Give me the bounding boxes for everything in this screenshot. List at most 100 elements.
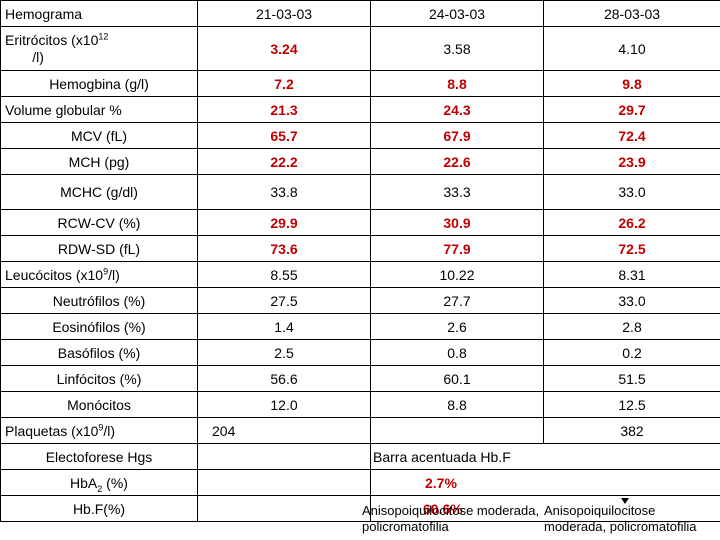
value-volume-3: 29.7 xyxy=(543,96,720,123)
value-monocitos-1: 12.0 xyxy=(197,391,371,418)
cursor-mark-icon xyxy=(621,498,629,504)
label-plaquetas: Plaquetas (x109/l) xyxy=(0,417,198,444)
value-mchc-1: 33.8 xyxy=(197,174,371,210)
header-date-2: 24-03-03 xyxy=(370,0,544,27)
value-electroforese-empty xyxy=(197,443,371,470)
label-volume: Volume globular % xyxy=(0,96,198,123)
value-mcv-3: 72.4 xyxy=(543,122,720,149)
row-basofilos: Basófilos (%) 2.5 0.8 0.2 xyxy=(0,339,720,366)
row-monocitos: Monócitos 12.0 8.8 12.5 xyxy=(0,391,720,418)
header-date-3: 28-03-03 xyxy=(543,0,720,27)
value-hbf-empty xyxy=(197,495,371,522)
value-rdwsd-2: 77.9 xyxy=(370,235,544,262)
label-rcwcv: RCW-CV (%) xyxy=(0,209,198,236)
note-day3-line1: Anisopoiquilocitose xyxy=(544,503,656,518)
row-volume: Volume globular % 21.3 24.3 29.7 xyxy=(0,96,720,123)
value-linfocitos-2: 60.1 xyxy=(370,365,544,392)
value-rdwsd-1: 73.6 xyxy=(197,235,371,262)
value-neutrofilos-2: 27.7 xyxy=(370,287,544,314)
header-label: Hemograma xyxy=(0,0,198,27)
value-hbf-result: 60.6% xyxy=(370,495,720,522)
electroforese-result-text: Barra acentuada Hb.F xyxy=(373,448,511,465)
value-mch-2: 22.6 xyxy=(370,148,544,175)
label-linfocitos: Linfócitos (%) xyxy=(0,365,198,392)
label-eosinofilos: Eosinófilos (%) xyxy=(0,313,198,340)
note-day3: Anisopoiquilocitose moderada, policromat… xyxy=(544,503,696,535)
value-linfocitos-3: 51.5 xyxy=(543,365,720,392)
label-neutrofilos: Neutrófilos (%) xyxy=(0,287,198,314)
label-monocitos: Monócitos xyxy=(0,391,198,418)
row-hba2: HbA2 (%) 2.7% xyxy=(0,469,720,496)
label-mchc: MCHC (g/dl) xyxy=(0,174,198,210)
row-leucocitos: Leucócitos (x109/l) 8.55 10.22 8.31 xyxy=(0,261,720,288)
value-basofilos-1: 2.5 xyxy=(197,339,371,366)
row-mchc: MCHC (g/dl) 33.8 33.3 33.0 xyxy=(0,174,720,210)
value-mch-1: 22.2 xyxy=(197,148,371,175)
hemogram-table: Hemograma 21-03-03 24-03-03 28-03-03 Eri… xyxy=(0,0,720,522)
value-basofilos-2: 0.8 xyxy=(370,339,544,366)
header-row: Hemograma 21-03-03 24-03-03 28-03-03 xyxy=(0,0,720,27)
value-eosinofilos-2: 2.6 xyxy=(370,313,544,340)
value-plaquetas-2 xyxy=(370,417,544,444)
value-linfocitos-1: 56.6 xyxy=(197,365,371,392)
value-hemoglobina-2: 8.8 xyxy=(370,70,544,97)
value-mchc-3: 33.0 xyxy=(543,174,720,210)
row-electroforese: Electoforese Hgs Barra acentuada Hb.F xyxy=(0,443,720,470)
value-volume-2: 24.3 xyxy=(370,96,544,123)
row-mch: MCH (pg) 22.2 22.6 23.9 xyxy=(0,148,720,175)
note-day3-line2: moderada, policromatofilia xyxy=(544,519,697,534)
value-volume-1: 21.3 xyxy=(197,96,371,123)
value-plaquetas-3: 382 xyxy=(543,417,720,444)
value-rcwcv-3: 26.2 xyxy=(543,209,720,236)
value-hba2-result: 2.7% xyxy=(370,469,720,496)
label-mcv: MCV (fL) xyxy=(0,122,198,149)
row-rcwcv: RCW-CV (%) 29.9 30.9 26.2 xyxy=(0,209,720,236)
value-mch-3: 23.9 xyxy=(543,148,720,175)
hbf-result-text: 60.6% xyxy=(423,500,463,517)
label-electroforese: Electoforese Hgs xyxy=(0,443,198,470)
label-hba2: HbA2 (%) xyxy=(0,469,198,496)
value-electroforese-result: Barra acentuada Hb.F xyxy=(370,443,720,470)
row-hbf: Hb.F(%) 60.6% xyxy=(0,495,720,522)
value-hemoglobina-1: 7.2 xyxy=(197,70,371,97)
note-day2: Anisopoiquilocitose moderada, policromat… xyxy=(362,503,539,535)
value-monocitos-2: 8.8 xyxy=(370,391,544,418)
row-neutrofilos: Neutrófilos (%) 27.5 27.7 33.0 xyxy=(0,287,720,314)
row-linfocitos: Linfócitos (%) 56.6 60.1 51.5 xyxy=(0,365,720,392)
hba2-result-text: 2.7% xyxy=(425,474,457,491)
label-leucocitos: Leucócitos (x109/l) xyxy=(0,261,198,288)
row-eritrocitos: Eritrócitos (x1012 /l) 3.24 3.58 4.10 xyxy=(0,26,720,71)
value-rcwcv-1: 29.9 xyxy=(197,209,371,236)
value-plaquetas-1: 204 xyxy=(197,417,371,444)
header-date-1: 21-03-03 xyxy=(197,0,371,27)
label-mch: MCH (pg) xyxy=(0,148,198,175)
label-hbf: Hb.F(%) xyxy=(0,495,198,522)
label-eritrocitos: Eritrócitos (x1012 /l) xyxy=(0,26,198,71)
label-basofilos: Basófilos (%) xyxy=(0,339,198,366)
note-day2-line1: Anisopoiquilocitose moderada, xyxy=(362,503,540,518)
value-eritrocitos-3: 4.10 xyxy=(543,26,720,71)
label-rdwsd: RDW-SD (fL) xyxy=(0,235,198,262)
row-eosinofilos: Eosinófilos (%) 1.4 2.6 2.8 xyxy=(0,313,720,340)
label-hemoglobina: Hemogbina (g/l) xyxy=(0,70,198,97)
value-hba2-empty xyxy=(197,469,371,496)
row-hemoglobina: Hemogbina (g/l) 7.2 8.8 9.8 xyxy=(0,70,720,97)
value-leucocitos-2: 10.22 xyxy=(370,261,544,288)
value-neutrofilos-1: 27.5 xyxy=(197,287,371,314)
value-mcv-2: 67.9 xyxy=(370,122,544,149)
row-mcv: MCV (fL) 65.7 67.9 72.4 xyxy=(0,122,720,149)
value-eosinofilos-3: 2.8 xyxy=(543,313,720,340)
value-mcv-1: 65.7 xyxy=(197,122,371,149)
value-mchc-2: 33.3 xyxy=(370,174,544,210)
value-leucocitos-3: 8.31 xyxy=(543,261,720,288)
value-eosinofilos-1: 1.4 xyxy=(197,313,371,340)
value-monocitos-3: 12.5 xyxy=(543,391,720,418)
value-eritrocitos-1: 3.24 xyxy=(197,26,371,71)
value-rdwsd-3: 72.5 xyxy=(543,235,720,262)
row-rdwsd: RDW-SD (fL) 73.6 77.9 72.5 xyxy=(0,235,720,262)
value-neutrofilos-3: 33.0 xyxy=(543,287,720,314)
value-basofilos-3: 0.2 xyxy=(543,339,720,366)
value-leucocitos-1: 8.55 xyxy=(197,261,371,288)
value-hemoglobina-3: 9.8 xyxy=(543,70,720,97)
row-plaquetas: Plaquetas (x109/l) 204 382 xyxy=(0,417,720,444)
